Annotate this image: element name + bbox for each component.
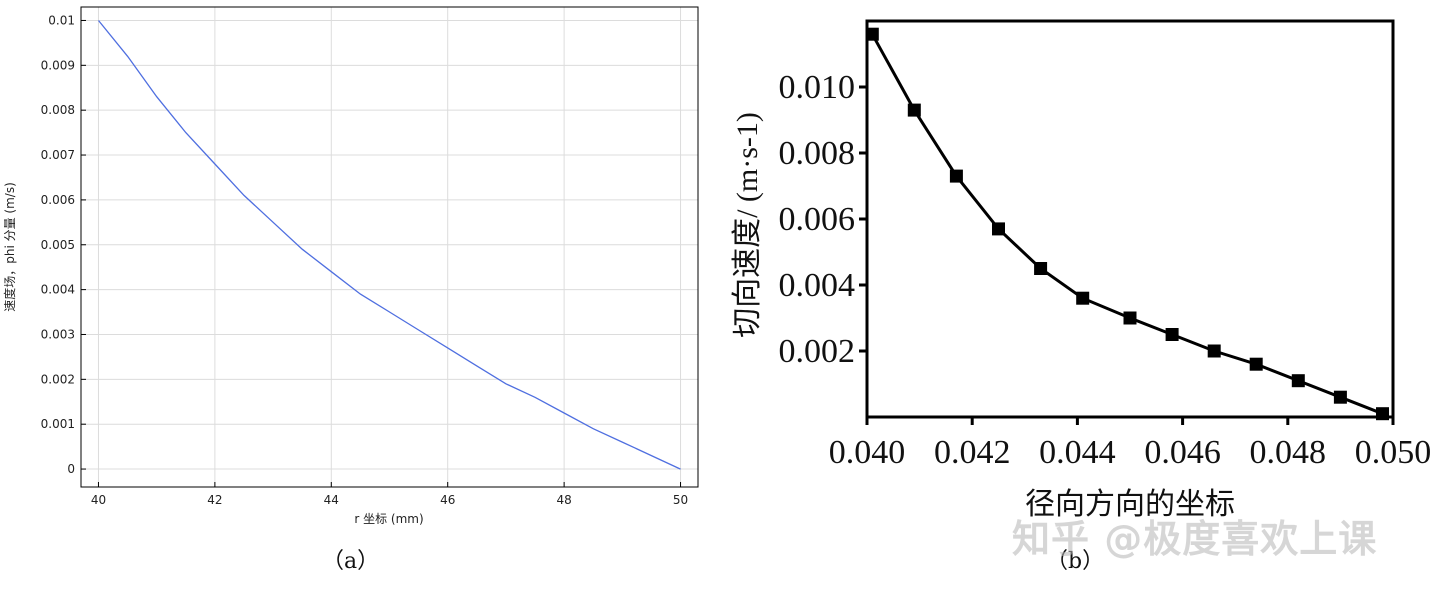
chart-b-x-tick-label: 0.040 xyxy=(829,434,906,471)
chart-b: 0.040 0.042 0.044 0.046 0.048 0.050 0.002 0.004… xyxy=(731,19,1432,521)
chart-a-grid xyxy=(81,7,698,487)
watermark: 知乎 @极度喜欢上课 xyxy=(1012,517,1378,561)
chart-b-data-point xyxy=(865,27,879,41)
chart-b-data-point xyxy=(1123,311,1137,325)
chart-a-y-tick-label: 0.004 xyxy=(41,283,75,297)
caption-b: （b） xyxy=(1046,549,1105,574)
chart-b-x-tick-label: 0.042 xyxy=(934,434,1011,471)
chart-b-data-point xyxy=(1034,262,1048,275)
chart-b-data-point xyxy=(992,222,1005,236)
chart-a-x-tick-label: 44 xyxy=(324,493,339,507)
chart-b-x-tick-label: 0.050 xyxy=(1355,434,1432,471)
chart-a-x-axis-label: r 坐标 (mm) xyxy=(354,512,423,526)
chart-a-y-tick-label: 0.002 xyxy=(41,372,75,386)
chart-a-y-tick-label: 0.001 xyxy=(41,417,75,431)
chart-b-data-point xyxy=(1249,357,1263,371)
chart-b-y-axis-label: 切向速度/ (m·s-1) xyxy=(731,112,764,338)
chart-a-y-tick-label: 0.01 xyxy=(48,13,75,27)
chart-b-y-tick-label: 0.004 xyxy=(779,267,856,304)
chart-b-ticks: 0.040 0.042 0.044 0.046 0.048 0.050 0.002 0.004… xyxy=(779,69,1432,471)
chart-b-series-line xyxy=(870,33,1384,416)
chart-b-y-tick-label: 0.006 xyxy=(779,201,856,238)
chart-a-y-tick-label: 0.005 xyxy=(41,238,75,252)
chart-a-series-line xyxy=(97,20,681,470)
chart-b-data-point xyxy=(1291,374,1305,388)
chart-b-x-tick-label: 0.048 xyxy=(1250,434,1327,471)
chart-a-y-axis-label: 速度场，phi 分量 (m/s) xyxy=(2,182,17,312)
chart-b-data-point xyxy=(1076,291,1090,305)
chart-b-x-tick-label: 0.046 xyxy=(1144,434,1221,471)
chart-b-data-point xyxy=(1333,390,1347,404)
chart-a-x-tick-label: 48 xyxy=(556,493,571,507)
chart-b-data-point xyxy=(1207,344,1221,358)
chart-a-y-tick-label: 0.008 xyxy=(41,103,75,117)
chart-a-tick-labels: 40 42 44 46 48 50 0 0.001 0.002 0.003 0.004 0.005 0.… xyxy=(41,13,689,507)
chart-a-y-tick-label: 0 xyxy=(67,462,75,476)
chart-b-markers xyxy=(865,27,1389,421)
chart-a-x-tick-label: 42 xyxy=(207,493,222,507)
chart-b-data-point xyxy=(907,103,921,117)
chart-b-y-tick-label: 0.008 xyxy=(779,135,856,172)
chart-b-plot-frame xyxy=(865,19,1395,419)
chart-b-y-tick-label: 0.010 xyxy=(779,69,856,106)
chart-a-plot-frame xyxy=(80,6,699,488)
chart-b-x-axis-label: 径向方向的坐标 xyxy=(1025,488,1235,521)
chart-a-y-tick-label: 0.006 xyxy=(41,193,75,207)
chart-b-y-tick-label: 0.002 xyxy=(779,333,856,370)
chart-a-y-tick-label: 0.009 xyxy=(41,58,75,72)
chart-b-data-point xyxy=(1376,407,1389,421)
chart-a-x-tick-label: 50 xyxy=(673,493,688,507)
chart-a-x-tick-label: 46 xyxy=(440,493,455,507)
chart-a-x-tick-label: 40 xyxy=(91,493,106,507)
caption-a: （a） xyxy=(322,549,380,574)
chart-a-y-tick-label: 0.007 xyxy=(41,148,75,162)
chart-a: 40 42 44 46 48 50 0 0.001 0.002 0.003 0.004 0.005 0.… xyxy=(2,6,699,526)
chart-a-y-tick-label: 0.003 xyxy=(41,327,75,341)
chart-b-data-point xyxy=(1165,328,1179,341)
chart-b-x-tick-label: 0.044 xyxy=(1039,434,1116,471)
chart-b-data-point xyxy=(949,169,963,183)
